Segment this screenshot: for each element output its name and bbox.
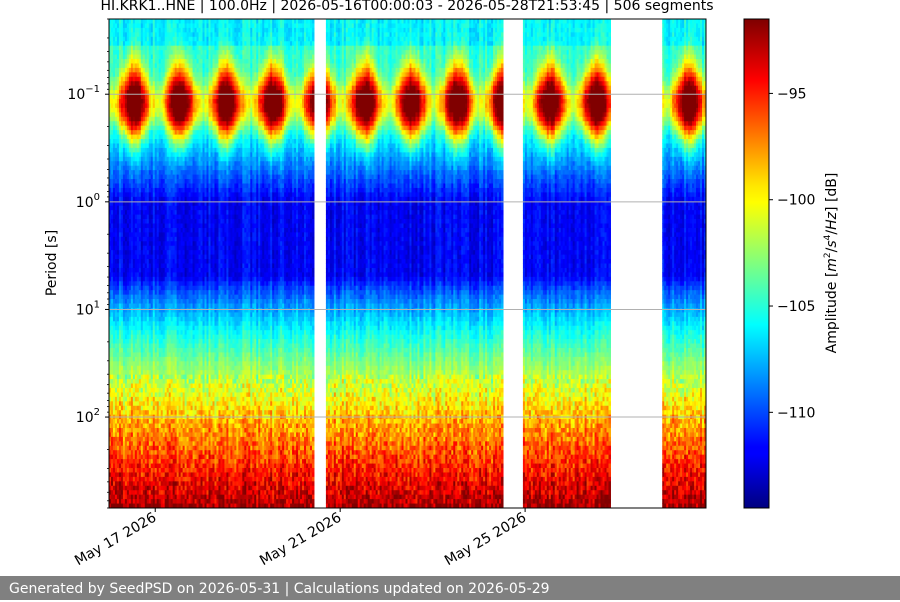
psd-heatmap	[109, 19, 707, 508]
